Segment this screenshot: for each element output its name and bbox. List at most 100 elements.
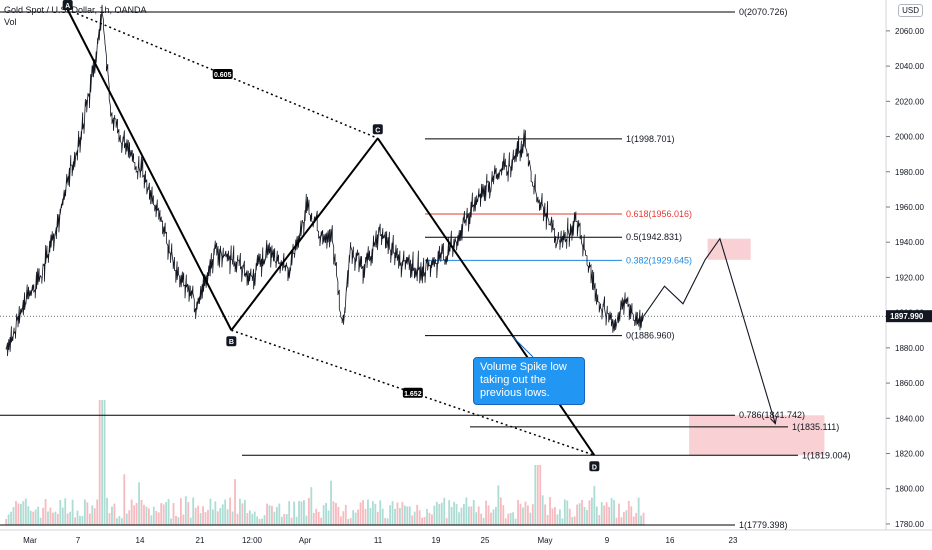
annotation-line: Volume Spike low [480, 361, 567, 373]
volume-bar [155, 511, 158, 525]
volume-bar [642, 512, 645, 525]
volume-bar [322, 505, 325, 525]
volume-bar [339, 516, 342, 525]
volume-bar [590, 497, 593, 525]
volume-bar [236, 513, 239, 525]
chart-header: Gold Spot / U.S. Dollar, 1h, OANDA Vol [4, 4, 147, 28]
x-tick-label: 16 [666, 536, 675, 545]
volume-bar [563, 499, 566, 525]
volume-bar [39, 517, 42, 525]
volume-bar [52, 512, 54, 525]
volume-bar [96, 499, 99, 525]
volume-bar [544, 504, 547, 525]
volume-bar [298, 500, 300, 525]
volume-bar [81, 515, 84, 525]
volume-bar [288, 501, 291, 525]
volume-bar [64, 498, 67, 525]
volume-bar [610, 498, 613, 525]
volume-bar [517, 499, 519, 525]
volume-bar [497, 485, 500, 525]
volume-label: Vol [4, 17, 17, 27]
fib-level-label: 1(1819.004) [802, 450, 851, 460]
volume-bar [189, 517, 192, 525]
volume-bar [357, 509, 359, 525]
volume-bar [231, 511, 234, 525]
volume-bar [485, 500, 487, 525]
volume-bar [251, 513, 254, 525]
volume-bar [84, 499, 86, 525]
volume-bar [187, 501, 190, 525]
x-tick-label: 21 [196, 536, 205, 545]
volume-bar [487, 505, 490, 525]
volume-bar [389, 505, 391, 525]
volume-bar [157, 512, 160, 525]
point-label: B [229, 339, 234, 346]
currency-badge[interactable]: USD [898, 4, 923, 17]
x-tick-label: 7 [76, 536, 81, 545]
volume-bar [475, 512, 478, 525]
volume-bar [258, 518, 261, 525]
ratio-badge [402, 387, 423, 398]
volume-bar [384, 518, 387, 525]
volume-bar [120, 518, 123, 525]
volume-bar [172, 503, 175, 525]
volume-bar [170, 518, 172, 525]
volume-bar [509, 513, 512, 525]
volume-bar [182, 514, 185, 525]
volume-bar [165, 501, 168, 525]
fib-level-label: 0.382(1929.645) [626, 255, 692, 265]
volume-bar [418, 510, 421, 525]
volume-bar [450, 506, 453, 525]
y-tick-label: 1780.00 [895, 520, 924, 529]
y-tick-label: 1800.00 [895, 485, 924, 494]
volume-bar [627, 500, 630, 525]
volume-bar [147, 508, 150, 525]
volume-bar [295, 516, 298, 525]
volume-bar [539, 465, 542, 525]
volume-bar [123, 474, 126, 525]
volume-bar [396, 502, 399, 525]
volume-bar [150, 515, 153, 525]
ratio-label: 0.605 [214, 72, 232, 79]
volume-bar [583, 506, 586, 525]
annotation-callout: Volume Spike low taking out the previous… [473, 357, 585, 405]
x-tick-label: 9 [605, 536, 610, 545]
current-price-label: 1897.990 [890, 312, 924, 321]
volume-bar [271, 505, 273, 525]
volume-bar [234, 479, 236, 525]
volume-bar [167, 498, 170, 525]
volume-bar [17, 503, 20, 525]
volume-bar [66, 513, 69, 525]
x-tick-label: Apr [299, 536, 312, 545]
volume-bar [256, 516, 259, 525]
volume-bar [408, 506, 411, 525]
price-line [5, 4, 644, 357]
volume-bar [5, 518, 8, 525]
volume-bar [268, 505, 271, 525]
volume-bar [371, 501, 374, 525]
projection-arrowhead [770, 416, 778, 425]
volume-bar [613, 500, 615, 525]
volume-bar [42, 507, 44, 525]
volume-bar [507, 513, 510, 525]
volume-bar [531, 504, 534, 525]
volume-bar [428, 512, 431, 525]
volume-bar [386, 518, 389, 525]
volume-bar [22, 501, 25, 525]
volume-bar [211, 509, 214, 525]
x-tick-label: 11 [374, 536, 383, 545]
x-tick-label: 12:00 [242, 536, 263, 545]
volume-bar [495, 507, 497, 525]
volume-bar [549, 497, 551, 525]
volume-bar [113, 503, 116, 525]
volume-bar [463, 504, 465, 525]
volume-bar [593, 486, 596, 525]
volume-bar [101, 400, 104, 525]
volume-bar [177, 517, 180, 525]
volume-bar [315, 508, 318, 525]
volume-bar [15, 501, 17, 525]
volume-bar [79, 515, 81, 525]
volume-bar [285, 514, 288, 525]
volume-bar [44, 499, 47, 525]
